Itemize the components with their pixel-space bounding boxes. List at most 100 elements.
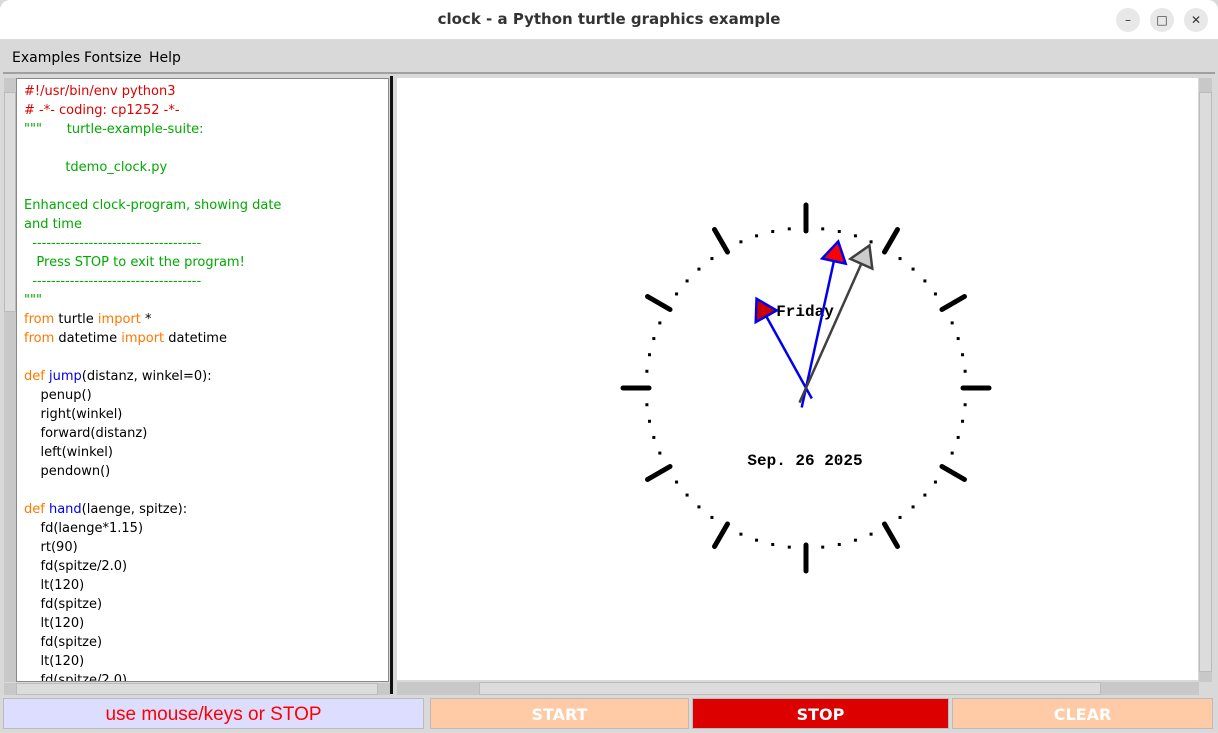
code-token: import [97,312,141,327]
code-token: from [24,331,55,346]
code-token: datetime [54,331,122,346]
minute-dot [697,505,701,509]
code-token: """ [24,293,42,308]
code-token: pendown() [24,464,111,479]
close-button[interactable]: ✕ [1184,8,1208,32]
hour-tick [882,521,900,549]
minute-dot [950,321,954,325]
code-line: penup() [24,386,92,405]
code-token: fd(spitze/2.0) [24,559,128,574]
minute-dot [837,543,841,547]
minute-dot [869,240,873,244]
minute-dot [963,369,967,373]
code-token: # -*- coding: cp1252 -*- [24,103,180,118]
minimize-button[interactable]: – [1116,8,1140,32]
code-token: lt(120) [24,578,85,593]
weekday-label: Friday [776,303,834,321]
code-token: fd(spitze) [24,597,103,612]
scroll-thumb[interactable] [479,682,1101,695]
menu-fontsize[interactable]: Fontsize [84,50,142,66]
status-label: use mouse/keys or STOP [3,698,424,729]
maximize-button[interactable]: □ [1150,8,1174,32]
minute-dot [645,403,649,407]
stop-button[interactable]: STOP [692,698,949,729]
code-line: fd(laenge*1.15) [24,519,144,538]
date-label: Sep. 26 2025 [747,452,862,470]
code-line: fd(spitze) [24,633,103,652]
title-bar: clock - a Python turtle graphics example… [0,0,1218,40]
scroll-thumb[interactable] [1199,92,1212,672]
code-line: fd(spitze/2.0) [24,671,128,681]
code-token: """ turtle-example-suite: [24,122,204,137]
minute-dot [658,321,662,325]
code-token: and time [24,217,82,232]
menu-examples[interactable]: Examples [12,50,81,66]
pane-divider[interactable] [390,76,393,694]
minute-dot [923,493,927,497]
code-token: #!/usr/bin/env python3 [24,84,176,99]
minute-dot [771,543,775,547]
code-token: jump [48,369,82,384]
minute-dot [898,257,902,261]
code-token: ------------------------------------ [24,236,202,251]
minute-dot [837,229,841,233]
minute-dot [933,292,937,296]
minute-dot [710,515,714,519]
scroll-thumb[interactable] [4,92,16,312]
clear-button[interactable]: CLEAR [952,698,1213,729]
minute-dot [853,538,857,542]
code-line: Enhanced clock-program, showing date [24,196,281,215]
code-editor[interactable]: #!/usr/bin/env python3 # -*- coding: cp12… [16,78,389,682]
code-line: def jump(distanz, winkel=0): [24,367,212,386]
hour-tick [645,294,673,312]
code-token: left(winkel) [24,445,113,460]
code-line: left(winkel) [24,443,113,462]
minute-dot [675,292,679,296]
minute-dot [755,234,759,238]
clock-face: Friday Sep. 26 2025 [620,202,992,574]
code-token: ------------------------------------ [24,274,202,289]
canvas-vertical-scrollbar[interactable] [1199,78,1212,682]
code-line: lt(120) [24,614,85,633]
code-token: penup() [24,388,92,403]
minute-dot [685,493,689,497]
minute-dot [658,451,662,455]
code-line: and time [24,215,82,234]
menu-help[interactable]: Help [149,50,181,66]
canvas-horizontal-scrollbar[interactable] [397,682,1199,695]
turtle-canvas[interactable]: Friday Sep. 26 2025 [397,78,1198,680]
minute-dot [963,403,967,407]
code-token: tdemo_clock.py [24,160,168,175]
code-token: right(winkel) [24,407,123,422]
minute-dot [853,234,857,238]
minute-dot [821,545,825,549]
code-token: fd(spitze) [24,635,103,650]
minute-dot [911,267,915,271]
hour-tick [939,294,967,312]
minute-dot [755,538,759,542]
code-horizontal-scrollbar[interactable] [4,683,390,695]
code-line: fd(spitze/2.0) [24,557,128,576]
code-line: rt(90) [24,538,78,557]
code-line: ------------------------------------ [24,234,201,253]
code-line: """ [24,291,42,310]
code-token: forward(distanz) [24,426,148,441]
code-line: Press STOP to exit the program! [24,253,244,272]
start-button[interactable]: START [430,698,689,729]
hour-tick [712,227,730,255]
hour-tick [645,464,673,482]
code-line: ------------------------------------ [24,272,201,291]
code-token: rt(90) [24,540,78,555]
minute-dot [739,240,743,244]
code-line: right(winkel) [24,405,123,424]
hour-hand-line [765,315,813,400]
scroll-thumb[interactable] [16,683,378,695]
code-line: pendown() [24,462,111,481]
window-title: clock - a Python turtle graphics example [437,10,781,28]
minute-dot [675,480,679,484]
minute-dot [787,545,791,549]
code-token: turtle [54,312,98,327]
code-line: lt(120) [24,576,85,595]
code-vertical-scrollbar[interactable] [4,78,16,682]
hour-tick [882,227,900,255]
